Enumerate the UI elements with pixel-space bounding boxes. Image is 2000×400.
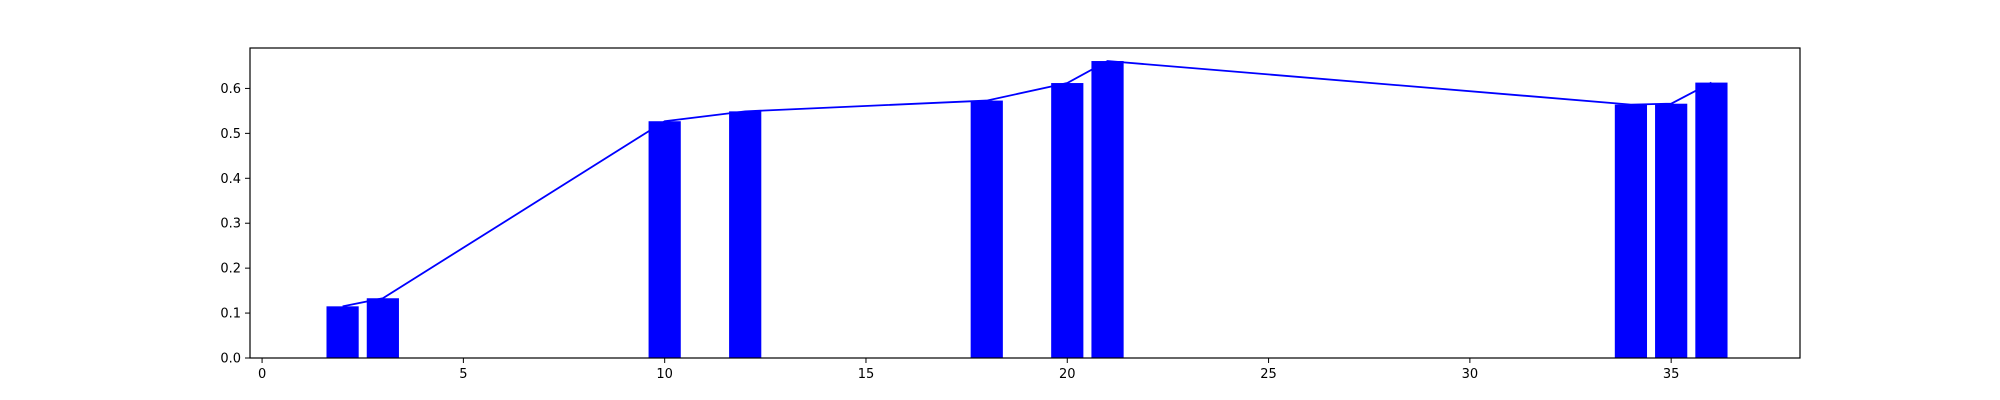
bar-12	[729, 111, 762, 358]
y-tick-label-0.3: 0.3	[220, 217, 241, 232]
series-line	[342, 60, 1712, 308]
bars-group	[326, 61, 1728, 359]
x-tick-label-20: 20	[1059, 367, 1076, 382]
plot-frame	[249, 47, 1801, 359]
y-tick-label-0.6: 0.6	[220, 82, 241, 97]
x-tick-label-35: 35	[1663, 367, 1680, 382]
x-tick-label-30: 30	[1462, 367, 1479, 382]
y-tick-label-0.1: 0.1	[220, 307, 241, 322]
bar-36	[1695, 82, 1728, 358]
bar-3	[366, 298, 399, 358]
x-tick-label-0: 0	[258, 367, 266, 382]
y-tick-label-0.2: 0.2	[220, 262, 241, 277]
bar-10	[648, 121, 681, 358]
bar-35	[1655, 103, 1688, 359]
bar-2	[326, 306, 359, 358]
y-tick-label-0.5: 0.5	[220, 127, 241, 142]
x-tick-label-5: 5	[459, 367, 467, 382]
y-tick-label-0.4: 0.4	[220, 172, 241, 187]
x-tick-label-15: 15	[858, 367, 875, 382]
x-tick-label-25: 25	[1260, 367, 1277, 382]
y-axis: 0.0 0.1 0.2 0.3 0.4 0.5 0.6	[220, 82, 250, 367]
bar-18	[970, 100, 1003, 358]
y-tick-label-0: 0.0	[220, 352, 241, 367]
bar-34	[1614, 104, 1648, 358]
x-tick-label-10: 10	[656, 367, 673, 382]
bar-20	[1051, 83, 1084, 358]
bar-21	[1091, 61, 1124, 358]
line-group	[342, 60, 1712, 308]
x-axis: 0 5 10 15 20 25 30 35	[258, 358, 1680, 382]
